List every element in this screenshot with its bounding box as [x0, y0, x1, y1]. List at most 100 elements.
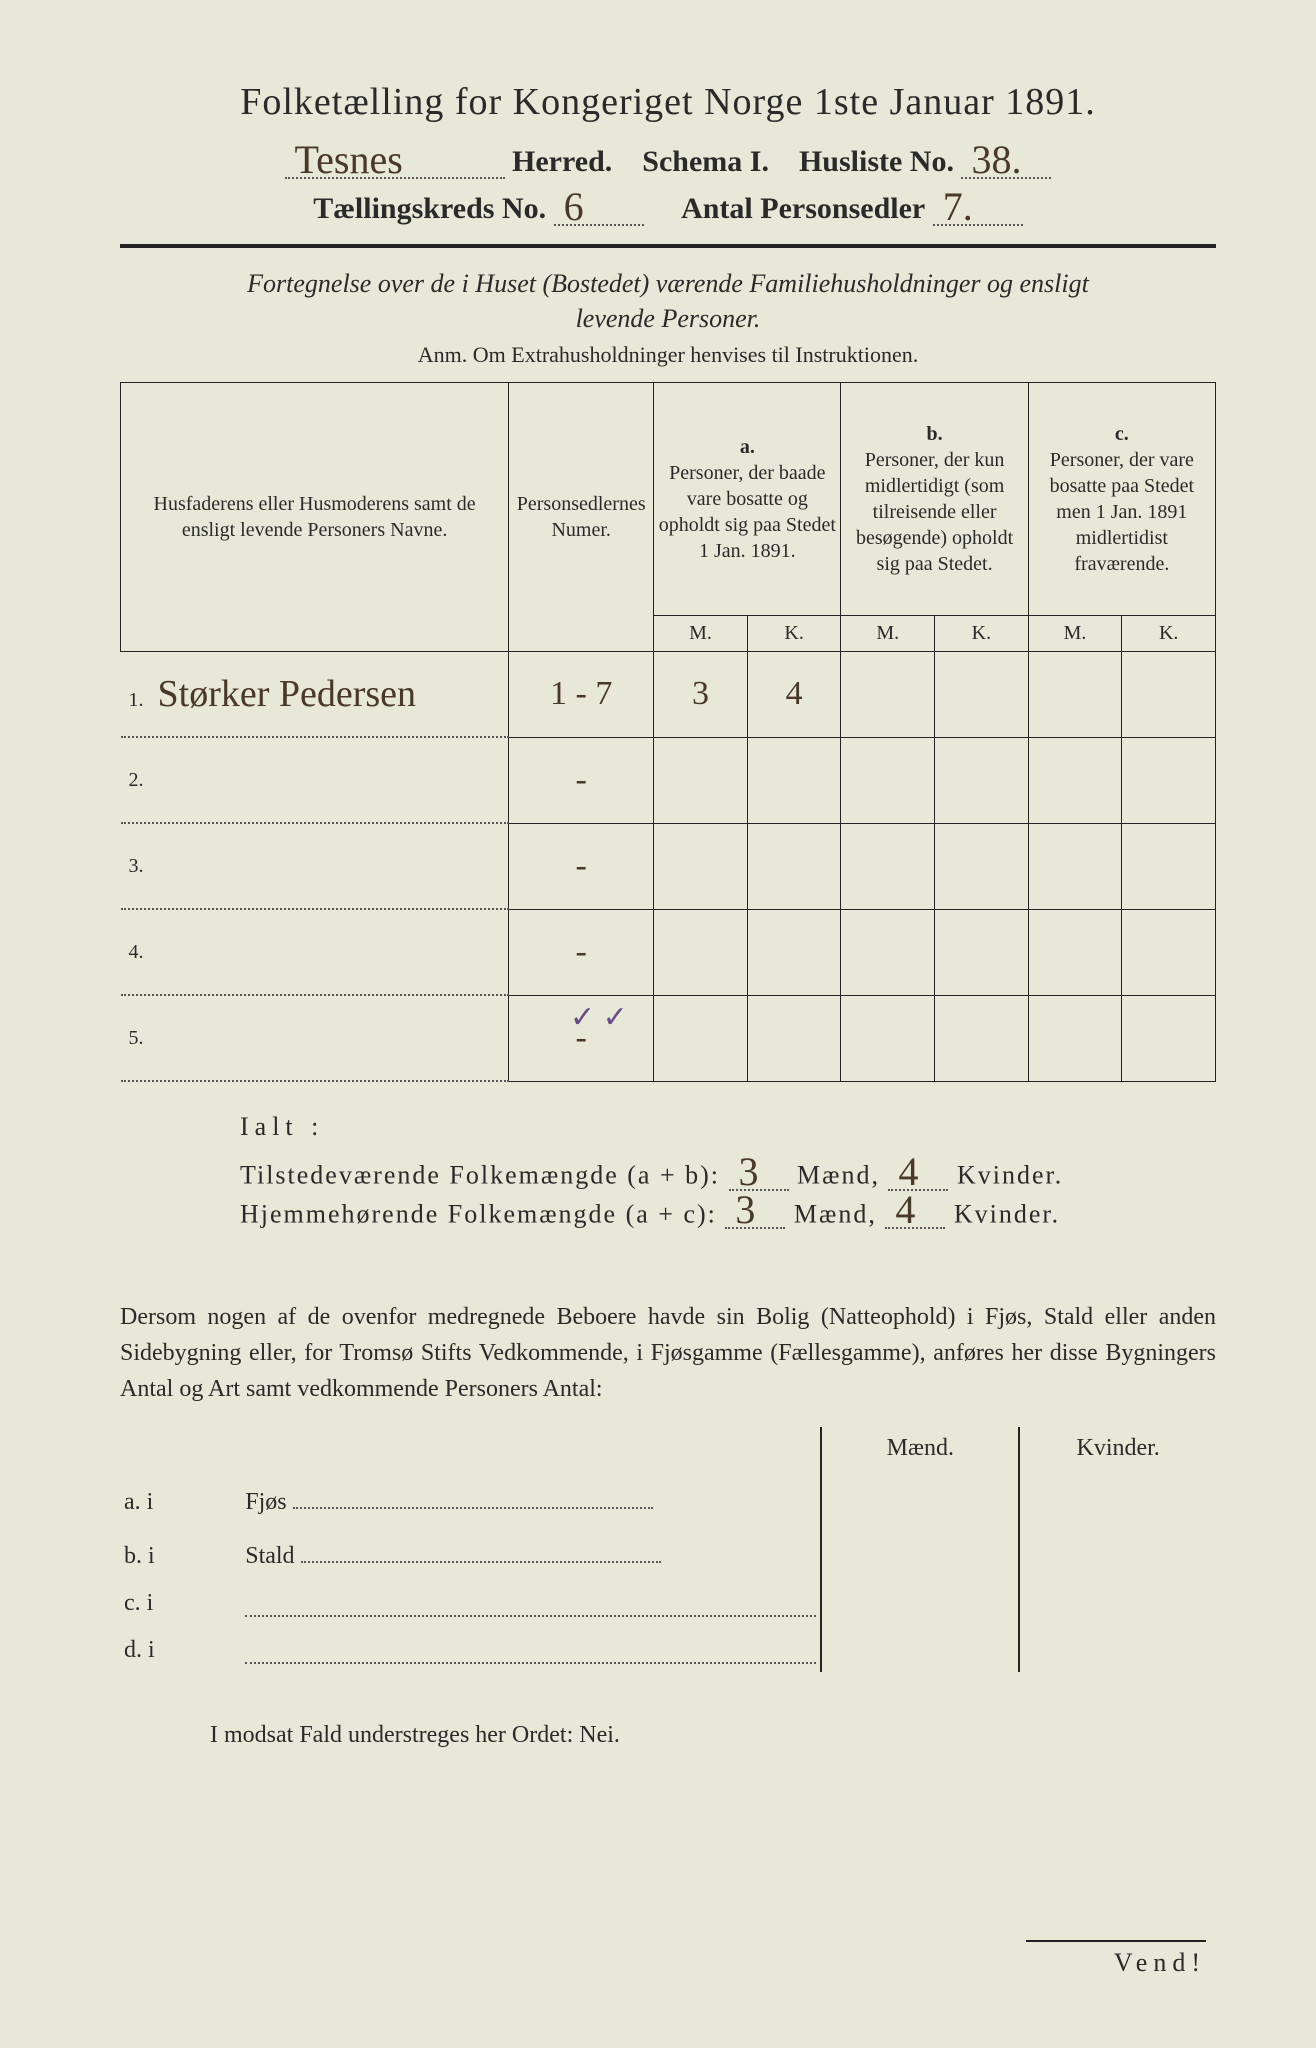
header-row-2: Tesnes Herred. Schema I. Husliste No. 38…: [120, 144, 1216, 179]
bolig-d-m: [821, 1625, 1019, 1672]
header-row-3: Tællingskreds No. 6 Antal Personsedler 7…: [120, 191, 1216, 226]
a-k-cell: [747, 995, 841, 1081]
table-row: 1. Størker Pedersen1 - 734: [121, 652, 1216, 738]
husliste-value: 38.: [971, 136, 1021, 183]
kvinder-label-1: Kvinder.: [957, 1161, 1063, 1190]
a-k-cell: [747, 823, 841, 909]
bolig-a-cell: Fjøs: [241, 1470, 821, 1524]
row-number: 2.: [129, 769, 153, 792]
name-value: Størker Pedersen: [158, 672, 417, 716]
check-marks: ✓ ✓: [570, 1000, 628, 1035]
b-m-cell: [841, 995, 935, 1081]
bolig-b-k: [1019, 1524, 1216, 1578]
anm-note: Anm. Om Extrahusholdninger henvises til …: [120, 342, 1216, 368]
bolig-row-b: b. i Stald: [120, 1524, 1216, 1578]
antal-label: Antal Personsedler: [681, 192, 925, 225]
bolig-a-prefix: a. i: [120, 1470, 241, 1524]
kvinder-label-2: Kvinder.: [954, 1199, 1060, 1228]
num-cell: -: [509, 909, 654, 995]
table-row: 5. -: [121, 995, 1216, 1081]
herred-label: Herred.: [512, 145, 612, 178]
num-cell: 1 - 7: [509, 652, 654, 738]
b-m-cell: [841, 652, 935, 738]
a-k-cell: [747, 909, 841, 995]
col-a-top: a.: [658, 434, 836, 460]
bolig-paragraph: Dersom nogen af de ovenfor medregnede Be…: [120, 1299, 1216, 1407]
bolig-b-m: [821, 1524, 1019, 1578]
name-cell: 5.: [121, 995, 509, 1081]
bolig-a-label: Fjøs: [245, 1489, 286, 1515]
b-m-cell: [841, 823, 935, 909]
antal-field: 7.: [933, 191, 1023, 226]
a-m-cell: [654, 909, 748, 995]
husliste-field: 38.: [961, 144, 1051, 179]
col-c-text: Personer, der vare bosatte paa Stedet me…: [1033, 447, 1211, 577]
row-number: 1.: [129, 689, 153, 712]
kreds-field: 6: [554, 191, 644, 226]
table-row: 3. -: [121, 823, 1216, 909]
b-m-cell: [841, 737, 935, 823]
bolig-c-prefix: c. i: [120, 1578, 241, 1625]
bolig-c-m: [821, 1578, 1019, 1625]
totals-block: Ialt : Tilstedeværende Folkemængde (a + …: [240, 1112, 1216, 1229]
name-cell: 4.: [121, 909, 509, 995]
col-a-text: Personer, der baade vare bosatte og opho…: [658, 460, 836, 564]
b-k-header: K.: [935, 616, 1029, 652]
name-cell: 3.: [121, 823, 509, 909]
maend-label-2: Mænd,: [794, 1199, 877, 1228]
c-k-cell: [1122, 652, 1216, 738]
col-b-top: b.: [845, 421, 1023, 447]
sum2-label: Hjemmehørende Folkemængde (a + c):: [240, 1199, 717, 1228]
a-m-cell: [654, 737, 748, 823]
c-m-cell: [1028, 995, 1122, 1081]
row-number: 3.: [129, 855, 153, 878]
bolig-b-cell: Stald: [241, 1524, 821, 1578]
a-m-cell: 3: [654, 652, 748, 738]
num-cell: -: [509, 737, 654, 823]
a-m-cell: [654, 823, 748, 909]
schema-label: Schema I.: [642, 145, 769, 178]
a-m-header: M.: [654, 616, 748, 652]
bolig-a-m: [821, 1470, 1019, 1524]
c-m-cell: [1028, 737, 1122, 823]
c-k-cell: [1122, 909, 1216, 995]
nei-line: I modsat Fald understreges her Ordet: Ne…: [210, 1722, 1216, 1749]
b-k-cell: [935, 652, 1029, 738]
row-number: 4.: [129, 941, 153, 964]
bolig-d-k: [1019, 1625, 1216, 1672]
b-k-cell: [935, 823, 1029, 909]
b-k-cell: [935, 909, 1029, 995]
bolig-d-dots: [245, 1633, 816, 1664]
subtitle-line2: levende Personer.: [576, 304, 761, 333]
bolig-kvinder-header: Kvinder.: [1019, 1427, 1216, 1470]
col-b-text: Personer, der kun midlertidigt (som tilr…: [845, 447, 1023, 577]
kreds-value: 6: [564, 183, 584, 230]
table-row: 2. -: [121, 737, 1216, 823]
col-names-text: Husfaderens eller Husmoderens samt de en…: [154, 493, 476, 541]
c-k-cell: [1122, 737, 1216, 823]
a-m-cell: [654, 995, 748, 1081]
row-number: 5.: [129, 1027, 153, 1050]
maend-label-1: Mænd,: [797, 1161, 880, 1190]
bolig-table: Mænd. Kvinder. a. i Fjøs b. i Stald c. i…: [120, 1427, 1216, 1671]
bolig-b-label: Stald: [245, 1543, 294, 1569]
herred-value: Tesnes: [295, 136, 403, 183]
name-cell: 1. Størker Pedersen: [121, 652, 509, 738]
c-m-cell: [1028, 823, 1122, 909]
antal-value: 7.: [943, 183, 973, 230]
bolig-row-c: c. i: [120, 1578, 1216, 1625]
b-m-header: M.: [841, 616, 935, 652]
c-m-cell: [1028, 652, 1122, 738]
kreds-label: Tællingskreds No.: [313, 192, 546, 225]
col-names-header: Husfaderens eller Husmoderens samt de en…: [121, 383, 509, 652]
sum1-label: Tilstedeværende Folkemængde (a + b):: [240, 1161, 720, 1190]
col-c-top: c.: [1033, 421, 1211, 447]
bolig-row-d: d. i: [120, 1625, 1216, 1672]
bolig-c-k: [1019, 1578, 1216, 1625]
page-title: Folketælling for Kongeriget Norge 1ste J…: [120, 80, 1216, 124]
vend-label: Vend!: [1026, 1940, 1206, 1978]
c-m-cell: [1028, 909, 1122, 995]
table-row: 4. -: [121, 909, 1216, 995]
name-cell: 2.: [121, 737, 509, 823]
households-table: Husfaderens eller Husmoderens samt de en…: [120, 382, 1216, 1082]
